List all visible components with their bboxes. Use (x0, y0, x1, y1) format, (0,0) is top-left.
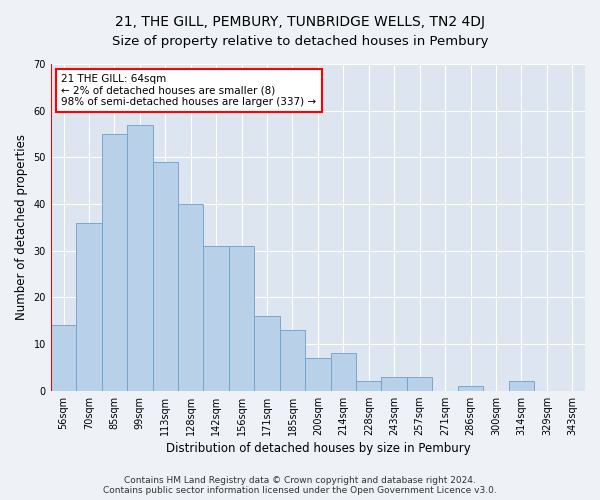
Bar (101, 134, 127, 390)
Bar (152, 162, 178, 390)
Text: 21 THE GILL: 64sqm
← 2% of detached houses are smaller (8)
98% of semi-detached : 21 THE GILL: 64sqm ← 2% of detached hous… (61, 74, 317, 107)
Bar (356, 382, 382, 390)
Bar (203, 246, 229, 390)
Bar (254, 316, 280, 390)
Bar (127, 124, 152, 390)
Text: Contains HM Land Registry data © Crown copyright and database right 2024.
Contai: Contains HM Land Registry data © Crown c… (103, 476, 497, 495)
Bar (229, 246, 254, 390)
Bar (305, 358, 331, 390)
Text: 21, THE GILL, PEMBURY, TUNBRIDGE WELLS, TN2 4DJ: 21, THE GILL, PEMBURY, TUNBRIDGE WELLS, … (115, 15, 485, 29)
Y-axis label: Number of detached properties: Number of detached properties (15, 134, 28, 320)
Bar (331, 354, 356, 391)
X-axis label: Distribution of detached houses by size in Pembury: Distribution of detached houses by size … (166, 442, 470, 455)
Bar (51, 326, 76, 390)
Text: Size of property relative to detached houses in Pembury: Size of property relative to detached ho… (112, 35, 488, 48)
Bar (280, 330, 305, 390)
Bar (76, 222, 101, 390)
Bar (458, 386, 483, 390)
Bar (178, 204, 203, 390)
Bar (509, 382, 534, 390)
Bar (382, 376, 407, 390)
Bar (407, 376, 433, 390)
